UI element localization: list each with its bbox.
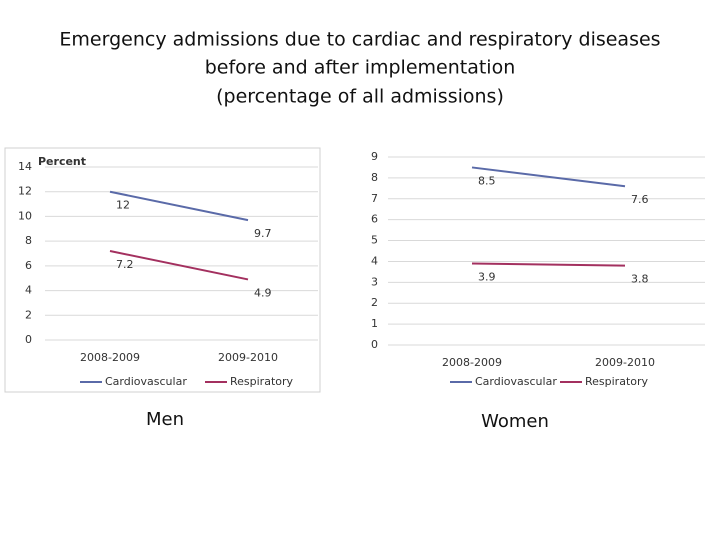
series-line [471,262,626,267]
data-label: 4.9 [254,286,272,299]
data-label: 7.6 [631,193,649,206]
series-line [109,250,249,281]
y-tick-label: 2 [371,296,378,309]
legend-label: Respiratory [585,375,649,388]
y-tick-label: 10 [18,209,32,222]
slide-title: before and after implementation [205,57,516,79]
series-line [471,166,626,188]
data-label: 7.2 [116,258,134,271]
y-tick-label: 9 [371,150,378,163]
y-tick-label: 7 [371,192,378,205]
y-tick-label: 4 [25,284,32,297]
y-tick-label: 8 [371,171,378,184]
y-tick-label: 12 [18,185,32,198]
data-label: 3.8 [631,273,649,286]
x-tick-label: 2008-2009 [80,351,140,364]
x-tick-label: 2008-2009 [442,356,502,369]
x-tick-label: 2009-2010 [595,356,655,369]
chart-caption: Women [481,411,549,432]
slide-title: Emergency admissions due to cardiac and … [59,29,660,51]
data-label: 12 [116,199,130,212]
y-tick-label: 4 [371,254,378,267]
y-tick-label: 6 [25,259,32,272]
data-label: 8.5 [478,174,496,187]
y-tick-label: 5 [371,234,378,247]
y-tick-label: 3 [371,275,378,288]
legend-label: Respiratory [230,375,294,388]
x-tick-label: 2009-2010 [218,351,278,364]
series-line [109,190,249,222]
y-tick-label: 1 [371,317,378,330]
chart-caption: Men [146,409,184,430]
y-tick-label: 8 [25,234,32,247]
y-tick-label: 0 [25,333,32,346]
legend-label: Cardiovascular [475,375,557,388]
slide-title: (percentage of all admissions) [216,86,504,108]
y-tick-label: 2 [25,308,32,321]
data-label: 3.9 [478,271,496,284]
y-axis-label: Percent [38,155,86,168]
y-tick-label: 14 [18,160,32,173]
data-label: 9.7 [254,227,272,240]
legend-label: Cardiovascular [105,375,187,388]
y-tick-label: 0 [371,338,378,351]
chart-frame [4,147,321,393]
y-tick-label: 6 [371,213,378,226]
